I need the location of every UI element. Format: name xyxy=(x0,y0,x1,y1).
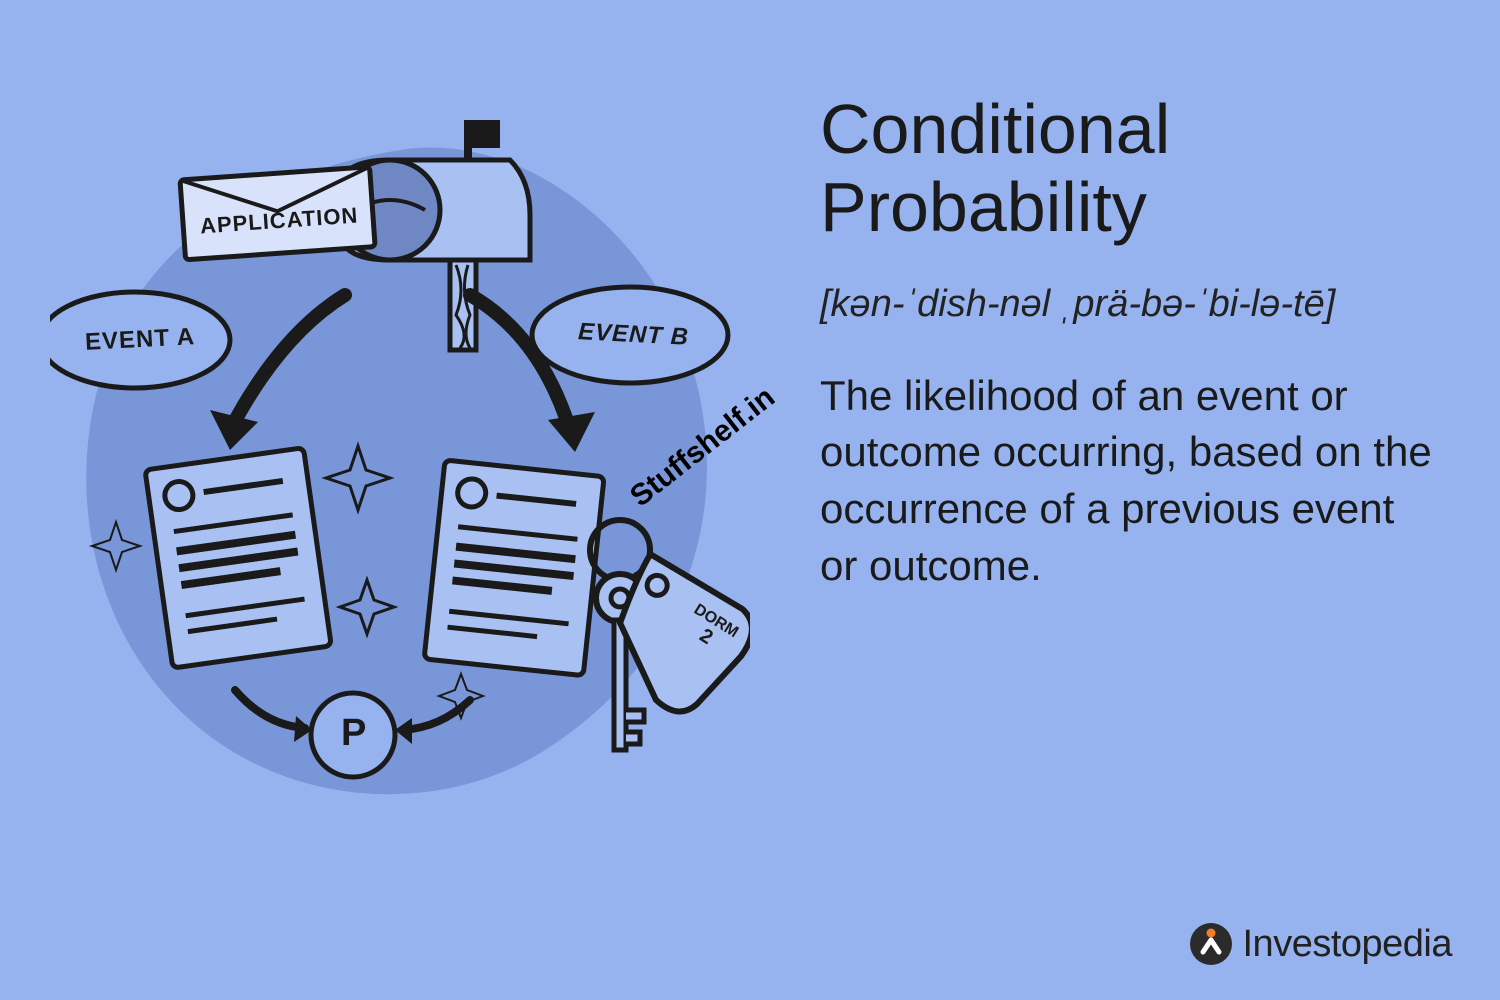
document-b-icon xyxy=(424,460,604,676)
concept-illustration: APPLICATION EVENT A EVENT B P DORM 2 xyxy=(50,110,750,810)
event-b-label: EVENT B xyxy=(577,318,689,352)
p-label: P xyxy=(341,712,367,755)
document-a-icon xyxy=(145,448,331,668)
pronunciation-text: [kən-ˈdish-nəl ˌprä-bə-ˈbi-lə-tē] xyxy=(820,283,1440,326)
brand-name: Investopedia xyxy=(1243,923,1453,966)
definition-panel: Conditional Probability [kən-ˈdish-nəl ˌ… xyxy=(820,90,1440,595)
brand-logo: Investopedia xyxy=(1189,922,1453,966)
title-line-2: Probability xyxy=(820,168,1147,246)
title-line-1: Conditional xyxy=(820,90,1170,168)
infographic-canvas: APPLICATION EVENT A EVENT B P DORM 2 Con… xyxy=(0,0,1500,1000)
term-title: Conditional Probability xyxy=(820,90,1440,247)
definition-text: The likelihood of an event or outcome oc… xyxy=(820,368,1440,595)
brand-mark-icon xyxy=(1189,922,1233,966)
event-a-label: EVENT A xyxy=(84,323,195,357)
